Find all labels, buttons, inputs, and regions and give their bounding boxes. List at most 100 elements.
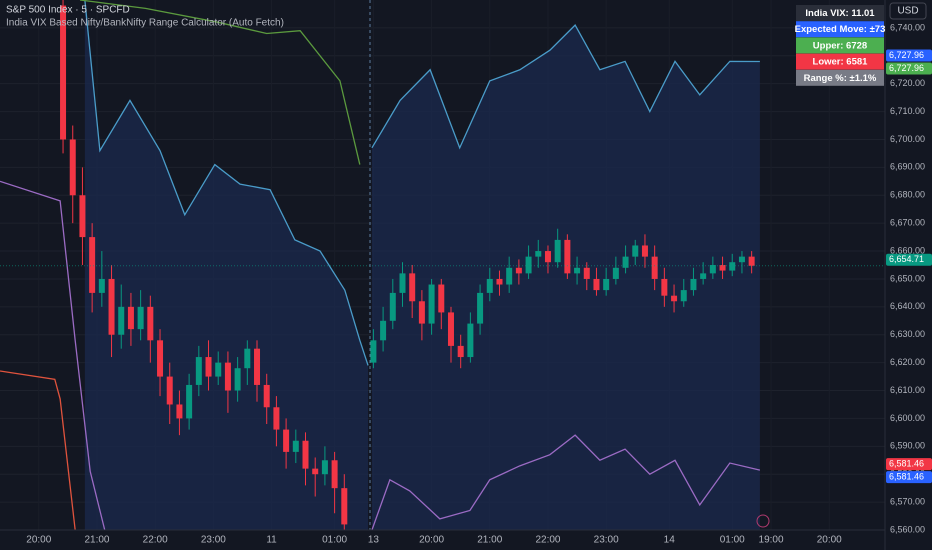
candle-body [60,5,67,140]
x-tick-label: 21:00 [84,535,109,546]
x-tick-label: 13 [368,535,380,546]
candle-body [680,290,687,302]
currency[interactable]: USD [897,6,918,17]
x-tick-label: 14 [664,535,676,546]
y-tick-label: 6,610.00 [890,385,925,395]
candle-body [593,278,600,291]
indicator-name: India VIX Based Nifty/BankNifty Range Ca… [6,18,284,29]
price-label: 6,654.71 [889,254,924,264]
y-tick-label: 6,570.00 [890,496,925,506]
candle-body [118,306,125,335]
candle-body [409,273,416,302]
price-label: 6,727.96 [889,50,924,60]
table-text: Upper: 6728 [813,40,867,51]
candle-body [477,292,484,324]
x-tick-label: 21:00 [477,535,502,546]
y-tick-label: 6,560.00 [890,524,925,534]
price-label: 6,581.46 [889,472,924,482]
candle-body [176,404,183,419]
y-tick-label: 6,600.00 [890,413,925,423]
candle-body [661,278,668,296]
candle-body [496,278,503,285]
candle-body [709,265,716,274]
price-label-box [886,253,932,266]
candle-body [641,245,648,257]
y-tick-label: 6,710.00 [890,106,925,116]
candle-body [283,429,290,452]
candle-body [292,440,299,452]
band-line [0,180,761,530]
candle-body [263,384,270,408]
price-label-box [886,62,932,75]
candle-body [302,440,309,469]
table-text: India VIX: 11.01 [805,8,875,19]
candle-body [205,357,212,377]
candle-body [544,251,551,263]
x-tick-label: 20:00 [817,535,842,546]
y-tick-label: 6,720.00 [890,78,925,88]
candle-body [554,239,561,263]
candle-body [457,345,464,358]
y-tick-label: 6,690.00 [890,162,925,172]
candle-body [438,284,445,313]
candle-body [486,278,493,293]
event-icon[interactable] [756,514,770,528]
candle-body [389,292,396,321]
y-tick-label: 6,620.00 [890,357,925,367]
candle-body [603,278,610,291]
candle-body [671,295,678,302]
candle-body [147,306,154,341]
candle-body [700,273,707,279]
candle-body [321,460,328,475]
x-tick-label: 11 [266,535,277,546]
candle-body [467,323,474,358]
y-tick-label: 6,650.00 [890,273,925,283]
chart-title: S&P 500 Index · 5 · SPCFD [6,5,130,16]
candle-body [748,256,755,266]
candle-body [215,362,222,377]
y-tick-label: 6,640.00 [890,301,925,311]
x-tick-label: 20:00 [419,535,444,546]
currency-box[interactable] [889,2,927,20]
band-line [0,370,76,530]
candle-body [380,320,387,341]
x-tick-label: 22:00 [143,535,168,546]
candle-body [331,460,338,489]
price-label-box [886,458,932,471]
candle-body [506,267,513,285]
candle-body [244,348,251,369]
table-cell [796,69,884,86]
candle-body [186,384,193,419]
band-line [79,0,361,165]
candle-body [166,376,173,405]
candle-body [137,306,144,330]
table-cell [796,5,884,21]
candle-body [574,267,581,274]
table-cell [796,37,884,54]
candle-body [69,139,76,196]
candle-body [98,278,105,293]
candle-body [157,340,164,377]
candle-body [447,312,454,346]
price-label: 6,581.46 [889,459,924,469]
candle-body [399,273,406,293]
candle-body [632,245,639,257]
x-tick-label: 22:00 [535,535,560,546]
y-tick-label: 6,670.00 [890,218,925,228]
band-fill [84,0,369,530]
candle-body [224,362,231,391]
y-tick-label: 6,700.00 [890,134,925,144]
table-cell [796,21,884,38]
candle-body [651,256,658,279]
candle-body [525,256,532,274]
candle-body [729,262,736,271]
candle-body [195,357,202,385]
plot-area [0,0,885,530]
table-text: Range %: ±1.1% [804,73,877,84]
table-text: Lower: 6581 [813,57,869,68]
band-fill [371,25,760,530]
candle-body [89,237,96,293]
table-cell [796,53,884,70]
